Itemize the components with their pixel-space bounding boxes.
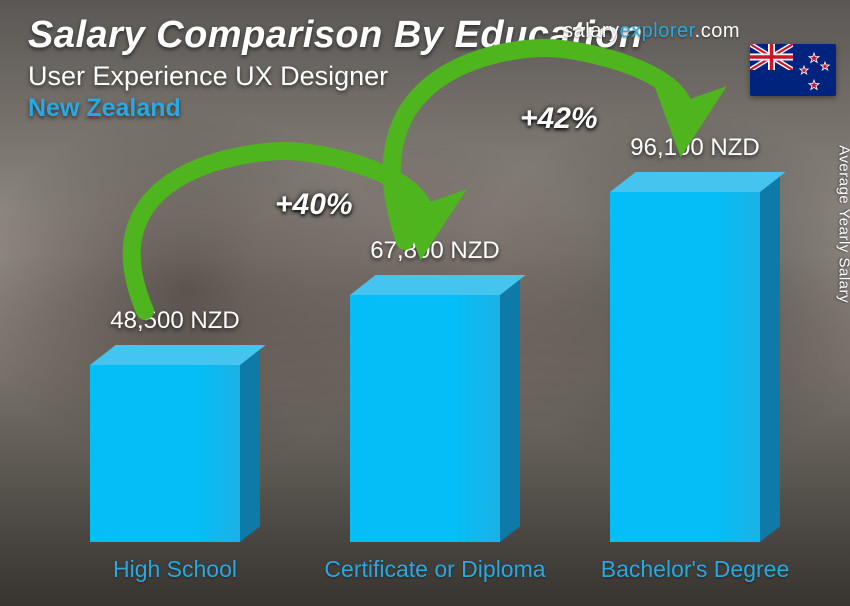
bar-3d <box>90 345 260 542</box>
bar-front <box>610 192 760 542</box>
bar-side <box>500 279 520 542</box>
bar-value-label: 48,500 NZD <box>65 307 285 335</box>
bar-chart: 48,500 NZDHigh School67,800 NZDCertifica… <box>0 0 850 606</box>
bar-front <box>350 295 500 542</box>
bar-3d <box>610 172 780 542</box>
bar-group: 48,500 NZDHigh School <box>90 345 260 542</box>
bar-top <box>610 172 786 192</box>
bar-top <box>90 345 266 365</box>
bar-category-label: Bachelor's Degree <box>575 556 815 582</box>
bar-3d <box>350 275 520 542</box>
bar-group: 67,800 NZDCertificate or Diploma <box>350 275 520 542</box>
bar-side <box>760 176 780 542</box>
bar-category-label: High School <box>55 556 295 582</box>
bar-value-label: 96,100 NZD <box>585 134 805 162</box>
bar-value-label: 67,800 NZD <box>325 237 545 265</box>
bar-category-label: Certificate or Diploma <box>315 556 555 582</box>
bar-group: 96,100 NZDBachelor's Degree <box>610 172 780 542</box>
percent-increase-badge: +40% <box>275 188 353 222</box>
bar-front <box>90 365 240 542</box>
percent-increase-badge: +42% <box>520 102 598 136</box>
bar-side <box>240 349 260 542</box>
infographic-stage: Salary Comparison By Education User Expe… <box>0 0 850 606</box>
bar-top <box>350 275 526 295</box>
